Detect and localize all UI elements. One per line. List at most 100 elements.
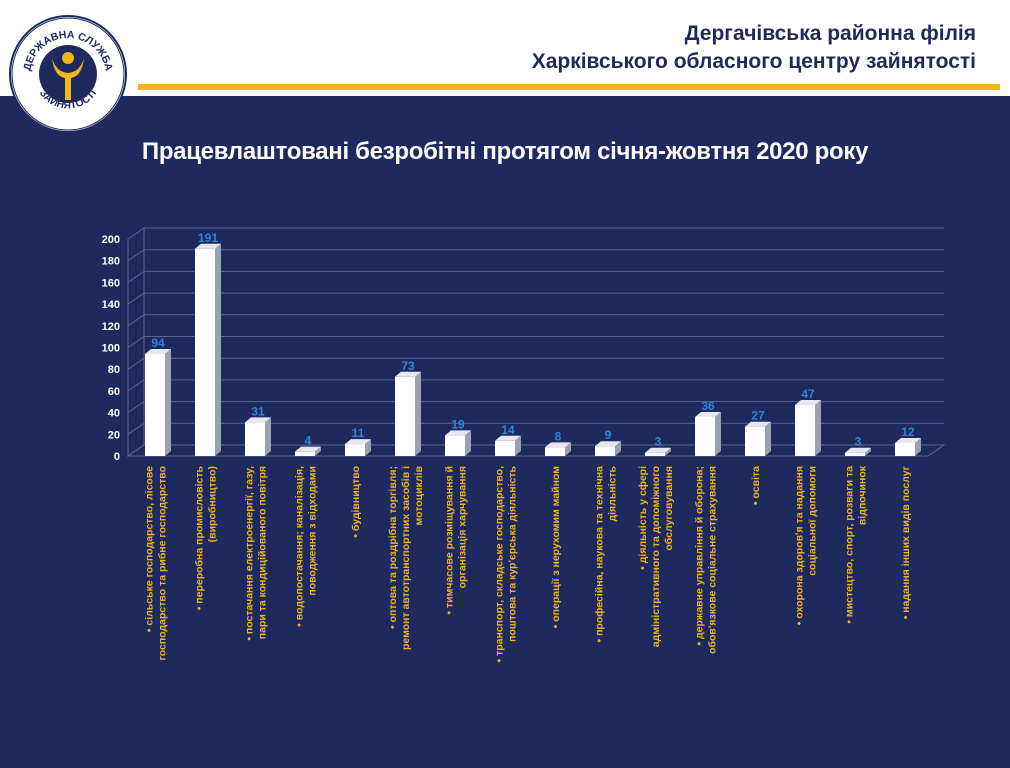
data-label: 3 [655, 435, 662, 449]
y-tick-label: 60 [108, 386, 120, 398]
x-category-label: • професійна, наукова та технічнадіяльні… [594, 465, 619, 642]
data-label: 191 [198, 231, 218, 245]
bar-top [895, 437, 921, 443]
bar [645, 452, 665, 456]
bar-side [315, 446, 321, 456]
bar-top [795, 400, 821, 406]
bar-side [415, 371, 421, 456]
bar-top [345, 439, 371, 445]
y-tick-label: 80 [108, 364, 120, 376]
page-title: Працевлаштовані безробітні протягом січн… [141, 138, 869, 165]
bar-side [515, 435, 521, 456]
y-tick-label: 140 [102, 299, 120, 311]
bar [695, 416, 715, 456]
bar [245, 422, 265, 456]
y-tick-label: 0 [114, 451, 120, 463]
bar-side [765, 421, 771, 456]
x-category-label: • державне управління й оборона;обов'язк… [694, 466, 719, 654]
bar-side [215, 243, 221, 456]
x-category-label: • переробна промисловість(виробництво) [194, 465, 219, 610]
employment-service-logo: ДЕРЖАВНА СЛУЖБА ЗАЙНЯТОСТІ [9, 15, 127, 133]
gridline [127, 292, 944, 305]
x-category-label: • транспорт, складське господарство,пошт… [494, 465, 519, 662]
header-accent-line [138, 84, 1000, 90]
y-tick-label: 120 [102, 321, 120, 333]
x-category-label: • постачання електроенергії, газу,пари т… [244, 466, 269, 641]
y-tick-label: 160 [102, 277, 120, 289]
bar-side [565, 442, 571, 456]
bar-top [645, 447, 671, 453]
x-category-label: • операції з нерухомим майном [550, 466, 562, 629]
bar-top [845, 447, 871, 453]
x-category-label: • освіта [750, 466, 762, 505]
bar [195, 248, 215, 456]
bar-side [265, 417, 271, 456]
x-category-label: • оптова та роздрібна торгівля;ремонт ав… [387, 465, 425, 650]
data-label: 94 [151, 336, 165, 350]
bar-side [865, 447, 871, 456]
bar-top [395, 371, 421, 377]
data-label: 27 [751, 409, 765, 423]
bar-side [715, 411, 721, 456]
bar-top [445, 430, 471, 436]
bar-top [695, 411, 721, 417]
gridline [127, 270, 944, 283]
gridline [127, 249, 944, 262]
bar-side [615, 441, 621, 456]
organization-name: Дергачівська районна філія [684, 22, 976, 45]
x-category-label: • діяльність у сферіадміністративного та… [637, 466, 675, 647]
bar-top [545, 442, 571, 448]
data-label: 9 [605, 428, 612, 442]
gridline [127, 314, 944, 327]
x-category-label: • будівництво [350, 466, 362, 538]
bar [895, 442, 915, 456]
data-label: 3 [855, 435, 862, 449]
y-tick-label: 200 [102, 234, 120, 246]
x-category-label: • мистецтво, спорт, розваги тавідпочинок [844, 465, 869, 623]
bar [445, 435, 465, 456]
employment-emblem-icon [52, 52, 84, 100]
bar [395, 376, 415, 456]
bar [145, 354, 165, 456]
gridline [127, 227, 944, 240]
bar [545, 447, 565, 456]
x-category-label: • надання інших видів послуг [900, 465, 912, 619]
bar-side [665, 447, 671, 456]
bar-top [495, 435, 521, 441]
bar-side [815, 400, 821, 456]
data-label: 31 [251, 404, 265, 418]
bar-side [465, 430, 471, 456]
data-label: 8 [555, 429, 562, 443]
bar [345, 444, 365, 456]
bar [295, 451, 315, 456]
gridline [127, 336, 944, 348]
y-tick-label: 100 [102, 343, 120, 355]
data-label: 19 [451, 417, 465, 431]
bar [745, 426, 765, 456]
bar-side [915, 437, 921, 456]
bar-top [145, 349, 171, 355]
x-category-label: • водопостачання; каналізація,поводження… [294, 466, 319, 627]
bar [845, 452, 865, 456]
bar-top [595, 441, 621, 447]
x-category-label: • сільське господарство, лісовегосподарс… [144, 466, 169, 661]
gridline [127, 357, 944, 370]
bar-side [165, 349, 171, 456]
bar-top [195, 243, 221, 249]
data-label: 47 [801, 387, 815, 401]
data-label: 11 [352, 426, 365, 440]
bar-side [365, 439, 371, 456]
bar [595, 446, 615, 456]
data-label: 14 [501, 423, 515, 437]
y-tick-label: 180 [102, 256, 120, 268]
bar [795, 405, 815, 456]
y-tick-label: 20 [108, 429, 120, 441]
gridline [127, 379, 944, 392]
y-tick-label: 40 [108, 408, 120, 420]
header-bar [0, 0, 1010, 96]
data-label: 12 [901, 425, 915, 439]
x-category-label: • тимчасове розміщування йорганізація ха… [444, 466, 469, 615]
bar-top [295, 446, 321, 452]
data-label: 36 [701, 399, 715, 413]
